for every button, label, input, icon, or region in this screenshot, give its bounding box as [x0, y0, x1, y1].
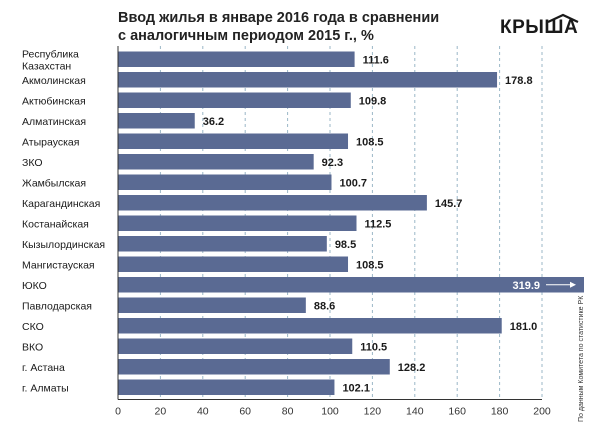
category-label: Кызылординская: [22, 239, 105, 251]
x-tick-label: 40: [197, 406, 209, 418]
category-label: Костанайская: [22, 218, 89, 230]
roof-icon: [547, 13, 579, 23]
value-label: 112.5: [365, 218, 392, 230]
category-label: Республика: [22, 48, 79, 60]
category-label: Атырауская: [22, 136, 79, 148]
value-label: 100.7: [339, 177, 367, 189]
category-label: Алматинская: [22, 116, 86, 128]
x-tick-label: 200: [533, 406, 551, 418]
chart-title-line-2: с аналогичным периодом 2015 г., %: [118, 28, 374, 44]
value-label: 102.1: [342, 382, 370, 394]
value-labels: 111.6 178.8 109.8 36.2 108.5 92.3 100.7 145.7 11…: [203, 54, 576, 394]
krysha-logo: КРЫША: [500, 13, 580, 41]
x-tick-label: 80: [282, 406, 294, 418]
category-label: СКО: [22, 321, 44, 333]
bar: [118, 72, 498, 88]
category-label: ВКО: [22, 341, 43, 353]
bar: [118, 359, 390, 375]
value-label: 108.5: [356, 259, 384, 271]
x-tick-label: 60: [239, 406, 251, 418]
value-label: 111.6: [363, 54, 389, 66]
x-tick-label: 120: [364, 406, 382, 418]
category-label: Мангистауская: [22, 259, 95, 271]
x-axis: 0 20 40 60 80 100 120 140 160 180 200: [115, 46, 551, 418]
source-note: По данным Комитета по статистике РК: [578, 295, 585, 422]
value-label: 319.9: [512, 280, 540, 292]
bar: [118, 297, 306, 313]
x-tick-label: 0: [115, 406, 121, 418]
bar: [118, 318, 502, 334]
logo-text: КРЫША: [500, 17, 579, 38]
category-label: г. Астана: [22, 362, 65, 374]
bar: [118, 277, 584, 293]
value-label: 110.5: [360, 341, 387, 353]
bar: [118, 154, 314, 170]
category-label: Карагандинская: [22, 198, 100, 210]
x-tick-label: 20: [155, 406, 167, 418]
category-label: ЗКО: [22, 157, 43, 169]
truncation-arrowhead: [570, 281, 576, 288]
bar: [118, 51, 355, 67]
category-label: Актюбинская: [22, 95, 86, 107]
chart-title-line-1: Ввод жилья в январе 2016 года в сравнени…: [118, 10, 440, 26]
value-label: 181.0: [510, 321, 538, 333]
bar: [118, 338, 353, 354]
value-label: 128.2: [398, 362, 426, 374]
value-label: 98.5: [335, 239, 356, 251]
bar: [118, 379, 335, 395]
category-label: г. Алматы: [22, 382, 69, 394]
category-label: Казахстан: [22, 60, 71, 72]
x-tick-label: 100: [321, 406, 339, 418]
value-label: 145.7: [435, 198, 463, 210]
bar: [118, 133, 349, 149]
value-label: 178.8: [505, 75, 533, 87]
chart-title: Ввод жилья в январе 2016 года в сравнени…: [118, 9, 448, 45]
x-tick-label: 180: [491, 406, 509, 418]
bar: [118, 195, 427, 211]
bar: [118, 256, 349, 272]
category-label: ЮКО: [22, 280, 47, 292]
bar: [118, 113, 195, 129]
bars: [118, 51, 584, 395]
bar: [118, 174, 332, 190]
value-label: 92.3: [322, 157, 343, 169]
value-label: 109.8: [359, 95, 387, 107]
value-label: 108.5: [356, 136, 384, 148]
category-label: Акмолинская: [22, 75, 86, 87]
category-label: Жамбылская: [22, 177, 86, 189]
bar: [118, 236, 327, 252]
bar: [118, 92, 351, 108]
category-label: Павлодарская: [22, 300, 92, 312]
bar: [118, 215, 357, 231]
x-tick-label: 160: [448, 406, 466, 418]
x-tick-label: 140: [406, 406, 424, 418]
value-label: 36.2: [203, 116, 224, 128]
value-label: 88.6: [314, 300, 335, 312]
